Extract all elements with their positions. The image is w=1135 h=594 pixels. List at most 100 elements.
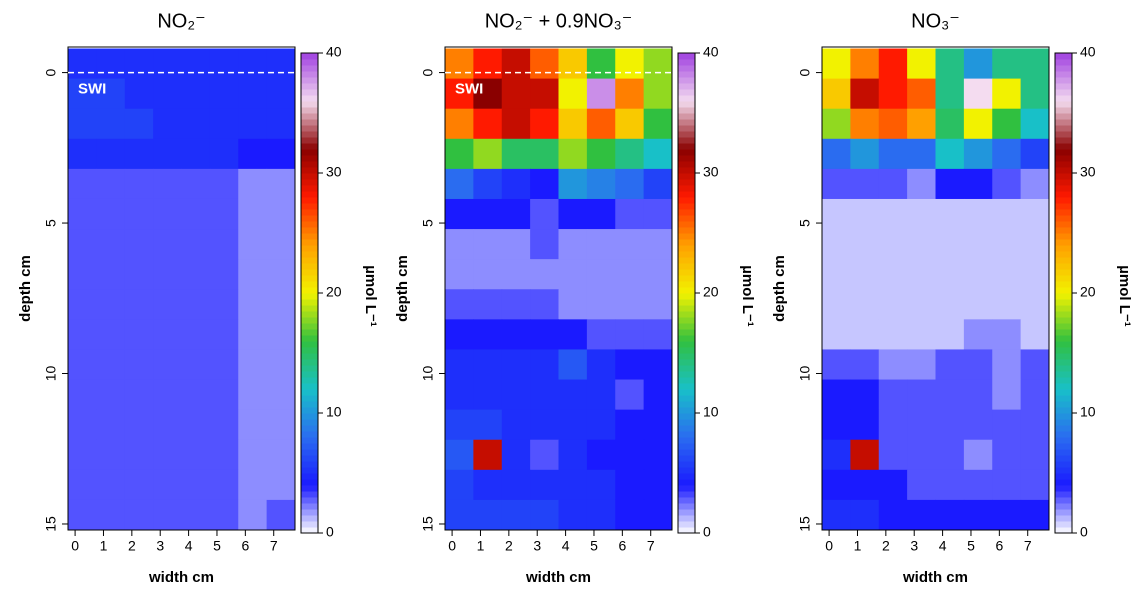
heat-cell: [124, 198, 154, 230]
heat-cell: [530, 108, 559, 140]
colorbar-step: [301, 503, 318, 510]
heat-cell: [238, 198, 268, 230]
colorbar-step: [678, 203, 695, 210]
heat-cell: [615, 138, 645, 170]
heat-cell: [96, 78, 126, 110]
heat-cell: [963, 78, 993, 110]
colorbar-step: [301, 413, 318, 420]
heat-cell: [473, 379, 503, 411]
heat-cell: [530, 229, 559, 260]
heat-cell: [850, 198, 880, 230]
heat-cell: [266, 168, 295, 200]
colorbar-step: [678, 311, 695, 318]
colorbar-step: [678, 149, 695, 156]
x-tick-label: 4: [562, 538, 570, 554]
heat-cell: [473, 229, 503, 260]
heat-cell: [935, 168, 965, 200]
heat-cell: [124, 48, 154, 80]
heat-cell: [209, 469, 239, 501]
heat-cell: [530, 198, 559, 230]
heat-cell: [124, 349, 154, 381]
colorbar-step: [678, 287, 695, 294]
heat-cell: [266, 319, 295, 350]
colorbar-step: [678, 65, 695, 72]
heat-cell: [963, 319, 993, 350]
heat-cell: [124, 439, 154, 471]
heat-cell: [878, 108, 908, 140]
heat-cell: [181, 229, 211, 260]
colorbar-step: [301, 59, 318, 66]
plot-frame: [444, 46, 673, 531]
colorbar-step: [301, 497, 318, 504]
colorbar-step: [678, 335, 695, 342]
colorbar-step: [301, 299, 318, 306]
heat-cell: [266, 229, 295, 260]
heat-cell: [530, 379, 559, 411]
colorbar-step: [1055, 473, 1072, 480]
colorbar-step: [678, 209, 695, 216]
heat-cell: [907, 469, 936, 501]
heat-cell: [822, 379, 851, 411]
heat-cell: [850, 379, 880, 411]
heat-cell: [530, 319, 559, 350]
heat-cell: [558, 259, 588, 290]
heat-cell: [501, 349, 531, 381]
colorbar-step: [1055, 383, 1072, 390]
heat-cell: [1020, 138, 1049, 170]
heat-cell: [822, 78, 851, 110]
heat-cell: [153, 198, 182, 230]
colorbar-step: [301, 341, 318, 348]
x-tick-label: 2: [128, 538, 136, 554]
colorbar-step: [1055, 107, 1072, 114]
colorbar-step: [301, 149, 318, 156]
heat-cell: [878, 409, 908, 441]
heat-cell: [473, 108, 503, 140]
heat-cell: [850, 289, 880, 320]
colorbar-step: [1055, 503, 1072, 510]
colorbar-step: [1055, 509, 1072, 516]
colorbar-step: [678, 419, 695, 426]
colorbar-step: [1055, 185, 1072, 192]
heat-cell: [266, 108, 295, 140]
heat-cell: [558, 409, 588, 441]
colorbar-tick-label: 10: [1080, 404, 1096, 420]
heat-cell: [238, 289, 268, 320]
heat-cell: [153, 469, 182, 501]
heat-cell: [850, 349, 880, 381]
heat-cell: [153, 48, 182, 80]
x-tick-label: 7: [647, 538, 655, 554]
heat-cell: [96, 229, 126, 260]
y-tick-label: 10: [420, 366, 436, 382]
colorbar-step: [678, 521, 695, 528]
heat-cell: [907, 259, 936, 290]
heat-cell: [266, 439, 295, 471]
heat-cell: [501, 198, 531, 230]
heat-cell: [935, 108, 965, 140]
colorbar-step: [301, 275, 318, 282]
colorbar-step: [1055, 77, 1072, 84]
heat-cell: [473, 48, 503, 80]
colorbar-step: [678, 479, 695, 486]
heat-cell: [643, 319, 672, 350]
colorbar-step: [1055, 437, 1072, 444]
colorbar-step: [1055, 323, 1072, 330]
heat-cell: [558, 229, 588, 260]
colorbar-step: [301, 137, 318, 144]
heat-cell: [615, 259, 645, 290]
heat-cell: [68, 259, 97, 290]
heat-cell: [615, 439, 645, 471]
x-tick-label: 3: [910, 538, 918, 554]
colorbar-step: [678, 317, 695, 324]
heat-cell: [124, 229, 154, 260]
colorbar-step: [678, 155, 695, 162]
colorbar-step: [678, 125, 695, 132]
colorbar-step: [301, 329, 318, 336]
x-axis-label: width cm: [148, 569, 214, 586]
colorbar-step: [1055, 305, 1072, 312]
colorbar-step: [301, 191, 318, 198]
heat-cell: [615, 168, 645, 200]
heat-cell: [68, 499, 97, 530]
heat-cell: [181, 319, 211, 350]
colorbar-step: [301, 461, 318, 468]
heat-cell: [907, 289, 936, 320]
